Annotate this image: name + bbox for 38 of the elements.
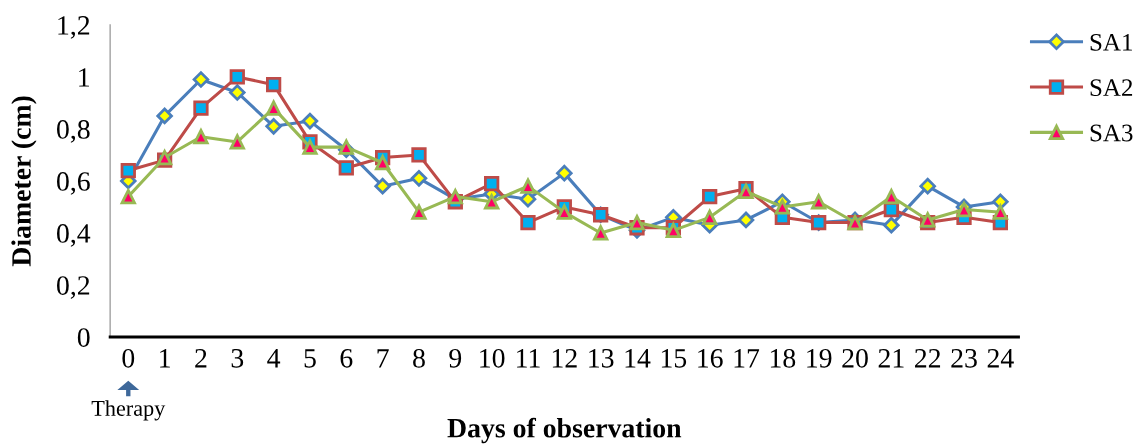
x-tick-label: 8: [413, 348, 425, 368]
legend-label: SA2: [1090, 79, 1133, 97]
y-tick-label: 1: [79, 68, 89, 87]
x-tick-label: 3: [231, 348, 244, 368]
x-axis-title: Days of observation: [447, 417, 682, 444]
x-tick-label: 20: [842, 348, 868, 368]
text: Therapy: [91, 400, 166, 421]
y-tick-label: 0,8: [57, 120, 90, 143]
x-tick-label: 4: [267, 349, 281, 368]
legend-label: SA3: [1090, 124, 1133, 142]
x-tick-label: 9: [449, 348, 462, 368]
y-tick-label: 1,2: [58, 16, 90, 39]
y-tick-label: 0,6: [57, 172, 90, 195]
x-tick-label: 18: [770, 348, 796, 368]
x-tick-label: 19: [807, 348, 832, 368]
y-tick-label: 0: [77, 328, 90, 347]
y-tick-label: 0,4: [57, 224, 91, 247]
x-tick-label: 2: [195, 348, 207, 368]
x-tick-label: 21: [878, 348, 904, 368]
x-tick-label: 24: [987, 348, 1014, 368]
x-tick-label: 14: [625, 349, 651, 368]
x-tick-label: 0: [122, 348, 135, 368]
x-tick-label: 22: [915, 348, 941, 368]
x-tick-label: 7: [377, 349, 389, 368]
x-tick-label: 23: [951, 348, 977, 368]
x-tick-label: 16: [698, 348, 723, 368]
x-tick-label: 13: [589, 348, 614, 368]
x-tick-label: 1: [160, 349, 170, 368]
x-tick-label: 12: [552, 348, 577, 368]
legend-label: SA1: [1090, 33, 1132, 51]
y-axis-title: Diameter (cm): [11, 96, 37, 267]
x-tick-label: 10: [480, 348, 505, 368]
y-tick-label: 0,2: [57, 276, 90, 299]
x-tick-label: 6: [340, 348, 353, 368]
x-tick-label: 15: [661, 349, 687, 368]
x-tick-label: 11: [517, 349, 540, 368]
x-tick-label: 17: [734, 349, 760, 368]
x-tick-label: 5: [304, 349, 316, 368]
